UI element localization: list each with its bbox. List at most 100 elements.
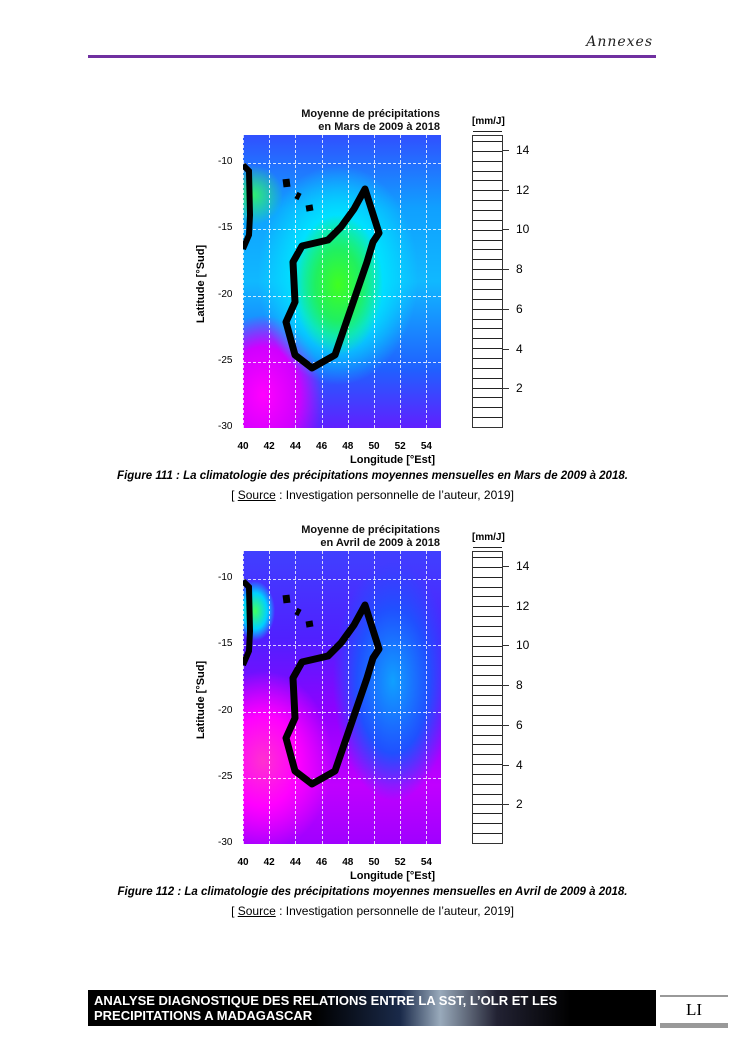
colorbar-tick [503, 685, 509, 687]
colorbar-band [473, 417, 502, 427]
colorbar-band [473, 160, 502, 171]
grid-line [243, 163, 441, 164]
colorbar-band [473, 833, 502, 843]
x-tick-label: 54 [420, 857, 432, 868]
africa-coast [243, 162, 254, 251]
y-tick-label: -25 [218, 354, 233, 366]
x-tick-label: 50 [368, 857, 380, 868]
colorbar-band [473, 645, 502, 656]
grid-line [269, 135, 271, 428]
x-tick-label: 46 [316, 441, 328, 452]
y-tick-label: -10 [218, 156, 233, 167]
madagascar-outline [282, 601, 383, 788]
colorbar-band [473, 397, 502, 407]
colorbar-band [473, 547, 502, 557]
colorbar-tick [503, 605, 509, 607]
grid-line [243, 135, 244, 428]
header-rule [88, 55, 656, 58]
grid-line [347, 551, 349, 844]
x-tick-label: 40 [237, 857, 249, 868]
x-tick-label: 40 [237, 441, 249, 452]
colorbar-tick [503, 149, 509, 151]
colorbar-tick [503, 308, 509, 310]
colorbar-tick-label: 10 [516, 638, 530, 653]
colorbar-band [473, 279, 502, 289]
colorbar-band [473, 665, 502, 675]
colorbar-band [473, 556, 502, 567]
colorbar-tick [503, 189, 509, 191]
x-axis-title: Longitude [°Est] [350, 454, 436, 466]
y-tick-label: -20 [218, 704, 233, 716]
colorbar-band [473, 377, 502, 388]
colorbar-band [473, 229, 502, 240]
figure-mars: Moyenne de précipitations en Mars de 2009… [190, 108, 550, 468]
grid-line [243, 777, 441, 779]
colorbar-band [473, 288, 502, 299]
precipitation-map [243, 135, 441, 428]
colorbar-tick-label: 12 [516, 182, 530, 197]
colorbar-tick-label: 6 [516, 717, 523, 732]
grid-line [347, 135, 349, 428]
grid-line [400, 135, 402, 428]
grid-line [426, 551, 428, 844]
y-tick-label: -30 [218, 837, 233, 848]
colorbar-band [473, 714, 502, 725]
colorbar-band [473, 338, 502, 348]
figure-avril: Moyenne de précipitations en Avril de 200… [190, 524, 550, 884]
x-tick-label: 52 [394, 857, 406, 868]
y-axis-title: Latitude [°Sud] [195, 660, 208, 740]
colorbar-band [473, 734, 502, 745]
coastline [243, 162, 383, 372]
figure-caption: Figure 111 : La climatologie des précipi… [117, 470, 628, 482]
africa-coast [243, 578, 254, 667]
colorbar-tick-label: 14 [516, 558, 530, 573]
colorbar-tick [503, 269, 509, 271]
colorbar-band [473, 764, 502, 774]
grid-line [400, 551, 402, 844]
colorbar-unit: [mm/J] [472, 116, 505, 127]
grid-line [243, 711, 441, 713]
colorbar-band [473, 606, 502, 616]
x-tick-label: 48 [342, 441, 354, 452]
grid-line [269, 551, 271, 844]
header-section: Annexes [586, 34, 653, 50]
colorbar-tick [503, 724, 509, 726]
y-tick-label: -20 [218, 288, 233, 300]
x-axis-title: Longitude [°Est] [350, 870, 436, 882]
colorbar-tick-label: 14 [516, 142, 530, 157]
colorbar-tick-label: 8 [516, 262, 523, 277]
colorbar-band [473, 695, 502, 705]
colorbar-tick [503, 388, 509, 390]
colorbar-tick [503, 804, 509, 806]
colorbar-band [473, 744, 502, 754]
colorbar-band [473, 616, 502, 626]
figure-caption: Figure 112 : La climatologie des précipi… [117, 886, 628, 898]
madagascar-outline [282, 185, 383, 372]
x-tick-label: 44 [289, 441, 301, 452]
colorbar-tick [503, 229, 509, 231]
y-tick-label: -10 [218, 572, 233, 583]
precipitation-map [243, 551, 441, 844]
colorbar-band [473, 308, 502, 319]
colorbar-band [473, 596, 502, 606]
grid-line [321, 551, 323, 844]
grid-line [374, 551, 375, 844]
colorbar-band [473, 407, 502, 417]
colorbar [472, 131, 503, 428]
colorbar-band [473, 685, 502, 695]
colorbar-band [473, 675, 502, 685]
grid-line [243, 361, 441, 363]
colorbar-tick-label: 10 [516, 222, 530, 237]
colorbar-band [473, 140, 502, 151]
colorbar-tick-label: 6 [516, 301, 523, 316]
x-tick-label: 50 [368, 441, 380, 452]
colorbar [472, 547, 503, 844]
colorbar-band [473, 259, 502, 269]
grid-line [243, 551, 244, 844]
colorbar-band [473, 357, 502, 368]
colorbar-band [473, 626, 502, 636]
y-axis-title: Latitude [°Sud] [195, 244, 208, 324]
colorbar-tick-label: 2 [516, 797, 523, 812]
footer-title-line1: ANALYSE DIAGNOSTIQUE DES RELATIONS ENTRE… [94, 993, 558, 1008]
